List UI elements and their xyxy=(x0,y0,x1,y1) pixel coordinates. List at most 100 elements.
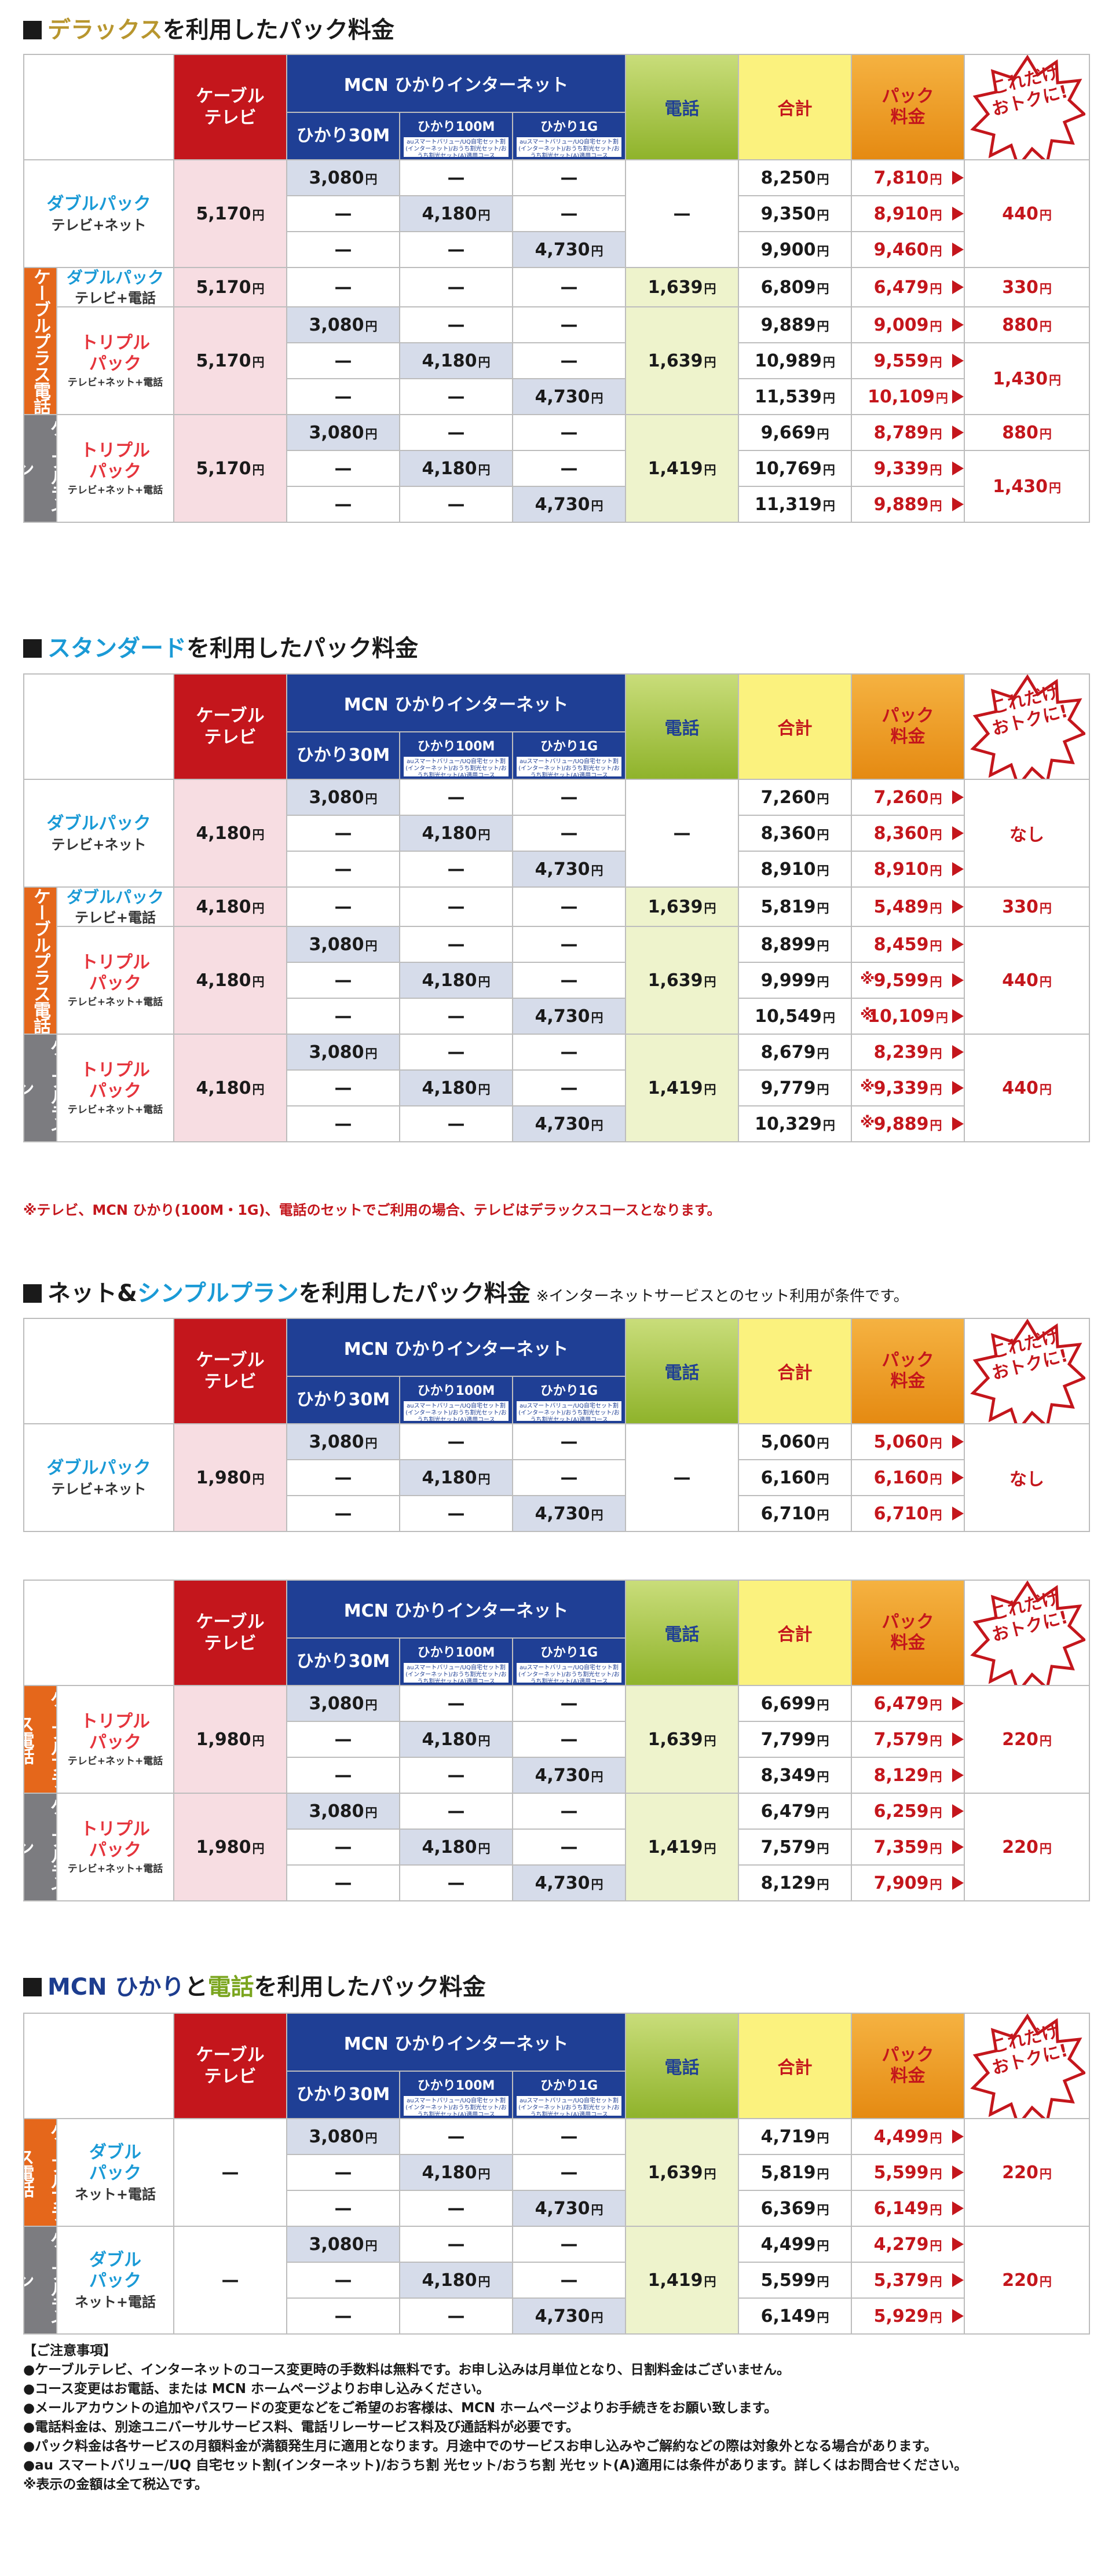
yen-unit: 円 xyxy=(817,792,829,806)
pack-price: 4,279円 xyxy=(851,2226,965,2263)
hikari-100m-price: — xyxy=(399,1864,513,1901)
discount-amount: 1,430円 xyxy=(964,450,1091,523)
pack-price: ※ 9,889円 xyxy=(851,1105,965,1143)
burst-badge-icon xyxy=(970,675,1086,778)
yen-unit: 円 xyxy=(1048,481,1061,495)
category-label: ケーブルライン xyxy=(23,1034,57,1143)
total-price: 9,779円 xyxy=(738,1069,853,1107)
tv-price: 1,980円 xyxy=(173,1423,287,1532)
yen-unit: 円 xyxy=(1039,1082,1052,1097)
arrow-right-icon xyxy=(952,826,964,840)
tel-price: 1,419円 xyxy=(625,1793,740,1901)
tv-price: 5,170円 xyxy=(173,306,287,416)
hikari-30m-price: — xyxy=(286,195,400,232)
hikari-1g-price: 4,730円 xyxy=(511,378,627,416)
yen-unit: 円 xyxy=(930,1698,942,1712)
hikari-30m-price: 3,080円 xyxy=(286,1685,400,1722)
header-pack-line2: 料金 xyxy=(890,2066,926,2086)
yen-unit: 円 xyxy=(478,355,491,369)
header-sub-note: auスマートバリュー/UQ自宅セット割(インターネット)/おうち割光セット/おう… xyxy=(517,1663,622,1684)
package-name: トリプル パック テレビ+ネット+電話 xyxy=(56,306,174,416)
package-name-text: トリプル パック xyxy=(81,1819,150,1860)
yen-unit: 円 xyxy=(817,1769,829,1784)
yen-unit: 円 xyxy=(591,1769,603,1784)
yen-unit: 円 xyxy=(817,172,829,186)
hikari-100m-price: — xyxy=(399,266,513,308)
table-row: — —4,730円 9,900円 9,460円 xyxy=(24,231,1089,268)
header-hikari-100m: ひかり100M auスマートバリュー/UQ自宅セット割(インターネット)/おうち割… xyxy=(399,1376,513,1424)
package-sub: テレビ+ネット+電話 xyxy=(67,1104,163,1116)
yen-unit: 円 xyxy=(591,1877,603,1892)
yen-unit: 円 xyxy=(365,1805,378,1820)
hikari-100m-price: — xyxy=(399,851,513,888)
hikari-100m-price: 4,180円 xyxy=(399,962,513,999)
category-label: ケーブルライン xyxy=(23,2226,57,2335)
hikari-1g-price: 4,730円 xyxy=(511,2190,627,2227)
header-cable-tv: ケーブル テレビ xyxy=(173,1580,287,1686)
tv-price: 1,980円 xyxy=(173,1793,287,1901)
arrow-right-icon xyxy=(952,461,964,476)
yen-unit: 円 xyxy=(478,974,491,989)
table-row: ダブルパック テレビ+ネット 1,980円 3,080円 — — —5,060円 5,060円… xyxy=(23,1423,1091,1532)
hikari-100m-price: — xyxy=(399,926,513,963)
table-row: ケーブルライン トリプル パック テレビ+ネット+電話 5,170円 3,080円 — —1,… xyxy=(23,414,1091,523)
hikari-100m-price: — xyxy=(399,1793,513,1830)
header-cable-tv-line1: ケーブル xyxy=(196,86,265,107)
header-blank xyxy=(23,673,174,780)
yen-unit: 円 xyxy=(930,901,942,915)
yen-unit: 円 xyxy=(817,1877,829,1892)
tv-price: 5,170円 xyxy=(173,266,287,308)
header-pack-line2: 料金 xyxy=(890,1371,926,1391)
section-title: MCN ひかりと電話を利用したパック料金 xyxy=(23,1971,486,2003)
hikari-100m-price: 4,180円 xyxy=(399,1069,513,1107)
header-burst: これだけ おトクに! xyxy=(964,54,1091,160)
yen-unit: 円 xyxy=(930,2203,942,2217)
hikari-30m-price: 3,080円 xyxy=(286,1793,400,1830)
note-item: ●au スマートバリュー/UQ 自宅セット割(インターネット)/おうち割 光セッ… xyxy=(23,2458,968,2473)
note-item: ●電話料金は、別途ユニバーサルサービス料、電話リレーサービス料及び通話料が必要で… xyxy=(23,2420,579,2435)
header-blank xyxy=(23,54,174,160)
header-mcn-internet: MCN ひかりインターネット xyxy=(286,1318,627,1377)
package-sub: テレビ+ネット+電話 xyxy=(67,996,163,1009)
tel-price: 1,639円 xyxy=(625,926,740,1035)
header-total: 合計 xyxy=(738,2013,853,2119)
hikari-1g-price: — xyxy=(511,1685,627,1722)
yen-unit: 円 xyxy=(930,2131,942,2145)
hikari-100m-price: — xyxy=(399,1105,513,1143)
header-cable-tv-line2: テレビ xyxy=(204,108,257,128)
hikari-1g-price: 4,730円 xyxy=(511,851,627,888)
hikari-1g-price: — xyxy=(511,195,627,232)
yen-unit: 円 xyxy=(704,901,716,915)
yen-unit: 円 xyxy=(704,2274,716,2289)
tv-price: — xyxy=(173,2118,287,2227)
package-name-text: ダブルパック xyxy=(46,813,151,834)
arrow-right-icon xyxy=(952,1804,964,1818)
total-price: 6,149円 xyxy=(738,2297,853,2335)
hikari-100m-price: — xyxy=(399,998,513,1035)
note-item: ※表示の金額は全て税込です。 xyxy=(23,2477,209,2492)
yen-unit: 円 xyxy=(930,1877,942,1892)
yen-unit: 円 xyxy=(822,391,835,405)
yen-unit: 円 xyxy=(1039,1734,1052,1748)
tel-price: — xyxy=(625,159,740,268)
header-mcn-internet: MCN ひかりインターネット xyxy=(286,673,627,732)
total-price: 9,889円 xyxy=(738,306,853,344)
yen-unit: 円 xyxy=(1039,901,1052,915)
package-name-text: ダブルパック xyxy=(66,888,164,907)
hikari-100m-price: — xyxy=(399,2226,513,2263)
yen-unit: 円 xyxy=(252,1472,265,1486)
table-row: —4,180円 — 5,819円 5,599円 xyxy=(24,2154,1089,2191)
pack-price: 4,499円 xyxy=(851,2118,965,2155)
pack-price: 5,599円 xyxy=(851,2154,965,2191)
hikari-1g-price: — xyxy=(511,159,627,196)
package-sub: テレビ+ネット xyxy=(51,217,147,233)
title-highlight: デラックス xyxy=(47,17,163,43)
table-row: ケーブルライン ダブル パック ネット+電話 —3,080円 — —1,419円 4,499円… xyxy=(23,2226,1091,2335)
note-item: ●コース変更はお電話、または MCN ホームページよりお申し込みください。 xyxy=(23,2381,490,2397)
yen-unit: 円 xyxy=(817,2274,829,2289)
header-blank xyxy=(23,1580,174,1686)
hikari-30m-price: — xyxy=(286,231,400,268)
arrow-right-icon xyxy=(952,1117,964,1131)
total-price: 8,360円 xyxy=(738,815,853,852)
hikari-1g-price: — xyxy=(511,779,627,816)
